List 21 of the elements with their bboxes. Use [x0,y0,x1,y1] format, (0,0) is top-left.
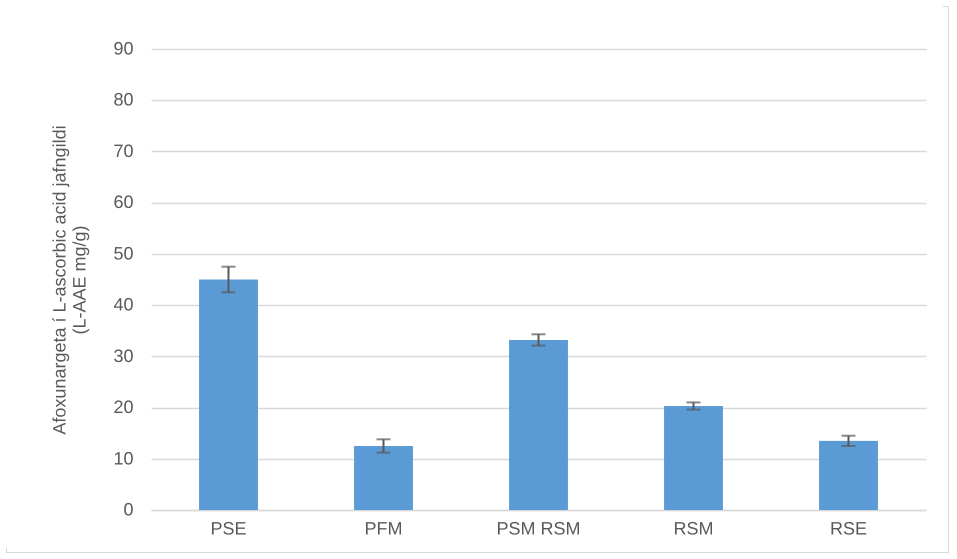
y-tick-label: 70 [113,140,134,161]
y-tick-label: 30 [113,346,134,366]
y-tick-label: 20 [113,397,134,418]
bar [664,406,723,510]
x-tick-label: RSE [830,518,868,538]
bar [199,280,258,510]
bar [354,446,413,510]
bar [509,340,568,510]
y-tick-label: 90 [113,38,134,58]
y-tick-label: 10 [113,448,134,468]
x-tick-label: PSE [210,518,247,538]
y-axis-title: Afoxunargeta í L-ascorbic acid jafngildi (L-AAE mg/g) [49,125,90,435]
y-tick-label: 50 [113,243,134,264]
x-tick-label: PSM RSM [496,518,581,538]
x-tick-label: RSM [674,518,714,538]
y-tick-label: 40 [113,294,134,315]
y-tick-label: 60 [113,192,134,212]
y-tick-label: 80 [113,90,134,110]
x-tick-label: PFM [364,518,402,538]
y-tick-label: 0 [123,500,134,520]
bar [819,440,878,510]
